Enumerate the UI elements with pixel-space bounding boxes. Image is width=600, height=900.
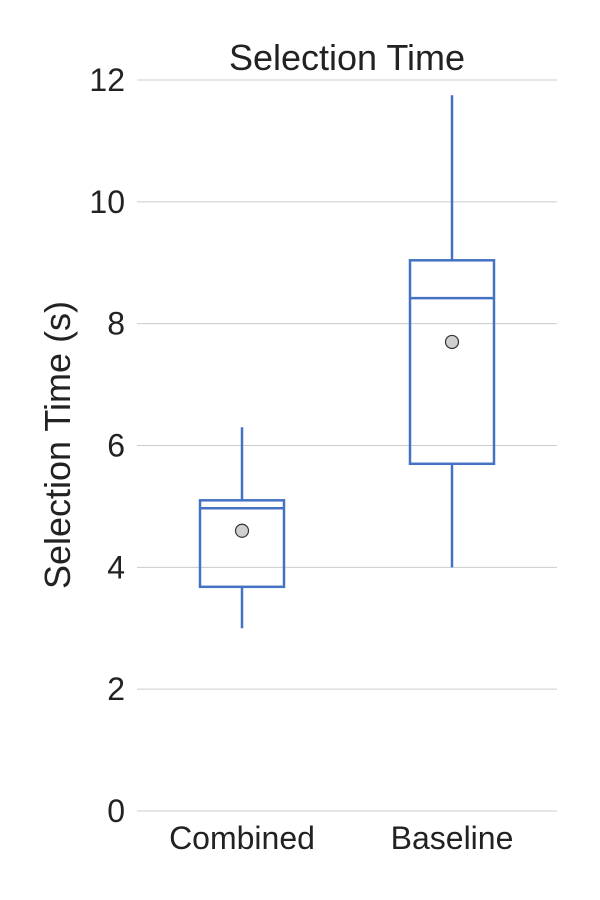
x-category-labels: Combined Baseline [169, 820, 513, 856]
mean-point [234, 523, 250, 538]
y-tick-label: 0 [107, 793, 125, 829]
y-tick-label: 10 [89, 184, 125, 220]
iqr-box [408, 259, 496, 466]
y-tick-labels: 0 2 4 6 8 10 12 [89, 62, 125, 829]
chart-title: Selection Time [229, 37, 465, 78]
box-combined [198, 427, 286, 629]
boxes [198, 95, 496, 629]
y-tick-label: 2 [107, 671, 125, 707]
box-baseline [408, 95, 496, 568]
y-tick-label: 6 [107, 428, 125, 464]
y-tick-label: 4 [107, 549, 125, 585]
y-tick-label: 12 [89, 62, 125, 98]
x-category-label: Baseline [391, 820, 514, 856]
y-axis-label: Selection Time (s) [37, 301, 78, 589]
grid-lines [137, 79, 557, 812]
x-category-label: Combined [169, 820, 315, 856]
mean-point [444, 334, 460, 350]
iqr-box [198, 499, 286, 589]
y-tick-label: 8 [107, 306, 125, 342]
